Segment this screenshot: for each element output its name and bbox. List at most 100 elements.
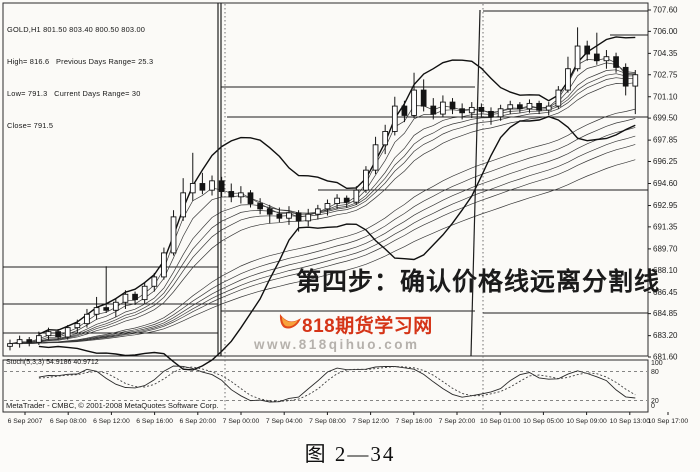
- stoch-axis-label: 80: [651, 369, 659, 376]
- ma-ribbon-line: [9, 127, 636, 345]
- high-range-line: High= 816.6 Previous Days Range= 25.3: [7, 56, 154, 66]
- bull-candle: [497, 108, 504, 118]
- price-axis-label: 697.85: [653, 136, 678, 145]
- bear-candle: [622, 66, 629, 87]
- bear-candle: [488, 110, 494, 118]
- stoch-axis-label: 20: [651, 398, 659, 405]
- stochastic-indicator-label: Stoch(5,3,3) 54.9186 40.9712: [6, 359, 99, 366]
- bull-candle: [122, 293, 129, 303]
- bull-candle: [189, 183, 196, 194]
- bull-candle: [574, 45, 581, 70]
- bull-candle: [545, 105, 552, 111]
- bull-candle: [74, 323, 81, 329]
- ma-ribbon-line: [9, 135, 636, 345]
- bull-candle: [84, 313, 90, 325]
- time-axis-label: 7 Sep 04:00: [266, 418, 303, 425]
- bull-candle: [507, 104, 514, 110]
- price-axis-label: 683.20: [653, 331, 678, 340]
- price-axis-label: 681.60: [653, 353, 678, 362]
- bull-candle: [170, 216, 177, 254]
- bear-candle: [584, 45, 591, 55]
- bull-candle: [353, 189, 360, 203]
- figure-caption: 图 2—34: [304, 442, 396, 466]
- time-axis-label: 10 Sep 13:00: [610, 418, 651, 425]
- stoch-axis-label: 0: [651, 403, 655, 410]
- step-annotation: 第四步：确认价格线远离分割线: [296, 269, 661, 296]
- bull-candle: [372, 144, 379, 171]
- watermark-url: www.818qihuo.com: [254, 337, 420, 352]
- bear-candle: [295, 212, 302, 222]
- time-axis-label: 7 Sep 16:00: [395, 418, 432, 425]
- bear-candle: [613, 56, 619, 68]
- bull-candle: [565, 68, 571, 91]
- watermark: 818期货学习网 www.818qihuo.com: [252, 308, 432, 358]
- main-pane-border: [2, 2, 649, 357]
- time-axis-label: 10 Sep 17:00: [648, 418, 689, 425]
- bear-candle: [430, 105, 437, 115]
- bull-candle: [382, 130, 389, 146]
- bull-candle: [180, 192, 187, 218]
- bull-candle: [334, 197, 340, 204]
- bear-candle: [103, 307, 110, 311]
- ma-ribbon-line: [9, 159, 636, 345]
- metatrader-copyright: MetaTrader - CMBC, © 2001-2008 MetaQuote…: [6, 401, 219, 410]
- bull-candle: [468, 106, 475, 114]
- ma-ribbon-line: [9, 82, 636, 345]
- bear-candle: [593, 53, 600, 62]
- bear-candle: [26, 339, 33, 343]
- bear-candle: [401, 105, 408, 116]
- symbol-ohlc-line: GOLD,H1 801.50 803.40 800.50 803.00: [7, 25, 146, 35]
- bull-candle: [363, 169, 369, 191]
- price-axis-label: 688.10: [653, 266, 678, 275]
- indicator-pane-border: [2, 359, 649, 413]
- price-axis-label: 686.45: [653, 288, 678, 297]
- bull-candle: [314, 208, 321, 215]
- bear-candle: [132, 293, 138, 301]
- lower-band-line: [38, 115, 636, 371]
- ma-ribbon-line: [9, 144, 636, 345]
- price-axis-label: 692.95: [653, 201, 678, 210]
- time-axis-label: 10 Sep 01:00: [480, 418, 521, 425]
- price-axis-label: 706.00: [653, 27, 678, 36]
- metatrader-chart: 707.60 706.00 704.35 702.75 701.10 699.50 697.…: [2, 2, 689, 425]
- bear-candle: [199, 183, 206, 191]
- time-axis-label: 6 Sep 20:00: [179, 418, 216, 425]
- bear-candle: [478, 106, 485, 112]
- time-axis-label: 7 Sep 12:00: [352, 418, 389, 425]
- bull-candle: [16, 339, 23, 345]
- bear-candle: [536, 102, 542, 111]
- bull-candle: [36, 335, 42, 343]
- bull-candle: [324, 203, 331, 210]
- chart-canvas: 707.60 706.00 704.35 702.75 701.10 699.50 697.…: [2, 2, 689, 425]
- price-axis-label: 694.60: [653, 179, 678, 188]
- bull-candle: [112, 301, 119, 311]
- stoch-main-line: [38, 365, 636, 403]
- ma-ribbon-line: [9, 73, 636, 345]
- bull-candle: [151, 276, 158, 287]
- ma-ribbon-line: [9, 77, 636, 345]
- time-axis-label: 6 Sep 08:00: [50, 418, 87, 425]
- chart-info-block: GOLD,H1 801.50 803.40 800.50 803.00 High…: [7, 4, 153, 152]
- time-axis-label: 7 Sep 08:00: [309, 418, 346, 425]
- flame-logo-icon: [279, 314, 301, 329]
- time-axis-label: 6 Sep 12:00: [93, 418, 130, 425]
- price-axis-label: 701.10: [653, 92, 678, 101]
- bull-candle: [45, 331, 52, 337]
- bull-candle: [305, 213, 312, 222]
- divider-line: [470, 9, 481, 357]
- ma-ribbon-line: [9, 118, 636, 345]
- price-axis-label: 704.35: [653, 49, 678, 58]
- bear-candle: [343, 197, 350, 203]
- upper-band-line: [38, 36, 636, 335]
- price-axis-label: 699.50: [653, 114, 678, 123]
- bull-candle: [286, 212, 292, 219]
- bull-candle: [526, 102, 533, 110]
- time-axis-label: 7 Sep 20:00: [439, 418, 476, 425]
- time-axis-label: 6 Sep 2007: [8, 418, 43, 425]
- bull-candle: [603, 56, 610, 62]
- stoch-axis-label: 100: [651, 360, 663, 367]
- bear-candle: [266, 208, 273, 215]
- time-axis-label: 6 Sep 16:00: [136, 418, 173, 425]
- bear-candle: [228, 191, 235, 198]
